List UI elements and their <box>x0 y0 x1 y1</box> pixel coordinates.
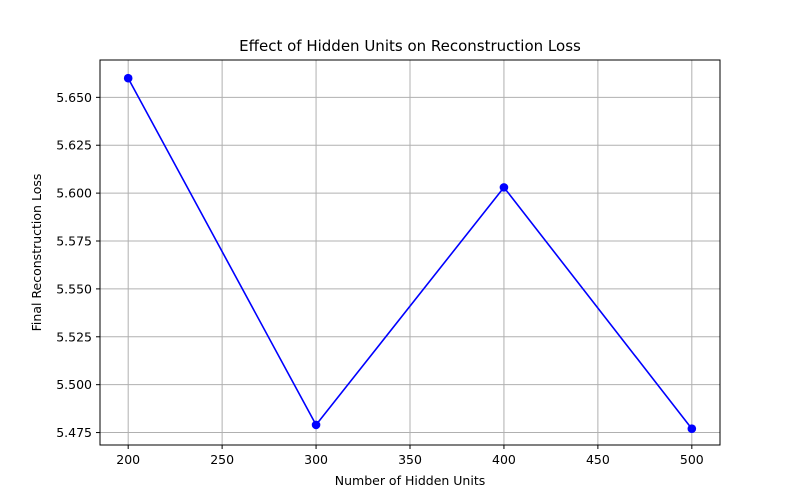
x-tick-label: 500 <box>680 452 704 467</box>
data-point <box>311 420 321 430</box>
y-axis-label: Final Reconstruction Loss <box>29 174 44 332</box>
chart-title: Effect of Hidden Units on Reconstruction… <box>239 37 581 55</box>
y-tick-label: 5.625 <box>56 138 92 153</box>
grid-lines <box>100 60 720 445</box>
y-tick-label: 5.500 <box>56 377 92 392</box>
y-tick-label: 5.650 <box>56 90 92 105</box>
x-tick-label: 350 <box>398 452 422 467</box>
x-tick-label: 200 <box>116 452 140 467</box>
y-tick-label: 5.525 <box>56 329 92 344</box>
x-axis-label: Number of Hidden Units <box>335 473 486 488</box>
ticks: 200 250 300 350 400 450 500 5.475 5.500 5.525 5.55… <box>56 90 704 467</box>
data-point <box>499 183 509 192</box>
y-tick-label: 5.600 <box>56 186 92 201</box>
y-tick-label: 5.475 <box>56 425 92 440</box>
y-tick-label: 5.550 <box>56 281 92 296</box>
x-tick-label: 250 <box>210 452 234 467</box>
x-tick-label: 300 <box>304 452 328 467</box>
series-layer <box>123 73 697 434</box>
x-tick-label: 400 <box>492 452 516 467</box>
series-line <box>127 77 693 430</box>
data-point <box>687 424 697 434</box>
y-tick-label: 5.575 <box>56 234 92 249</box>
x-tick-label: 450 <box>586 452 610 467</box>
data-point <box>123 73 133 83</box>
